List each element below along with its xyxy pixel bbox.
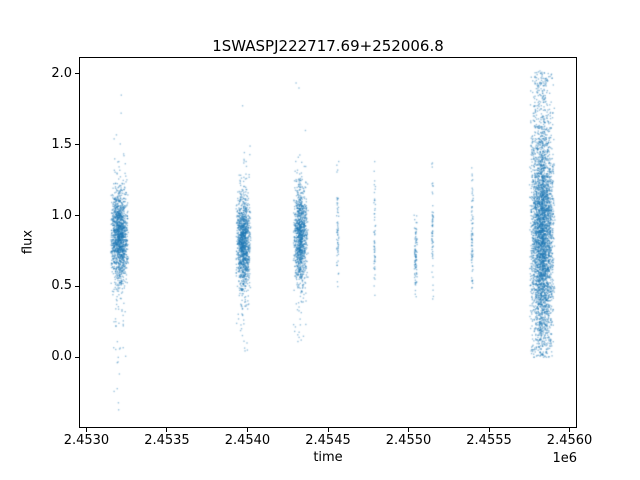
x-tick-mark <box>488 428 490 432</box>
y-tick-label: 1.5 <box>51 136 72 152</box>
x-tick-mark <box>569 428 571 432</box>
y-tick-label: 0.5 <box>51 278 72 294</box>
y-tick-mark <box>75 73 79 75</box>
x-tick-label: 2.4555 <box>466 433 512 448</box>
x-tick-label: 2.4545 <box>305 433 351 448</box>
x-tick-label: 2.4535 <box>144 433 190 448</box>
x-tick-label: 2.4560 <box>546 433 593 448</box>
y-tick-label: 2.0 <box>51 65 72 81</box>
x-tick-mark <box>408 428 410 432</box>
x-axis-label: time <box>313 450 343 465</box>
x-tick-mark <box>166 428 168 432</box>
x-tick-mark <box>246 428 248 432</box>
x-axis-offset-label: 1e6 <box>552 451 577 466</box>
plot-area <box>79 57 577 428</box>
x-tick-label: 2.4550 <box>385 433 432 448</box>
x-tick-label: 2.4530 <box>63 433 110 448</box>
y-tick-label: 1.0 <box>51 207 72 223</box>
x-tick-label: 2.4540 <box>224 433 271 448</box>
y-axis-label: flux <box>20 229 36 255</box>
y-tick-label: 0.0 <box>51 349 72 365</box>
chart-title: 1SWASPJ222717.69+252006.8 <box>212 37 444 55</box>
y-tick-mark <box>75 144 79 146</box>
x-tick-mark <box>85 428 87 432</box>
y-tick-mark <box>75 215 79 217</box>
y-tick-mark <box>75 356 79 358</box>
x-tick-mark <box>327 428 329 432</box>
y-tick-mark <box>75 285 79 287</box>
